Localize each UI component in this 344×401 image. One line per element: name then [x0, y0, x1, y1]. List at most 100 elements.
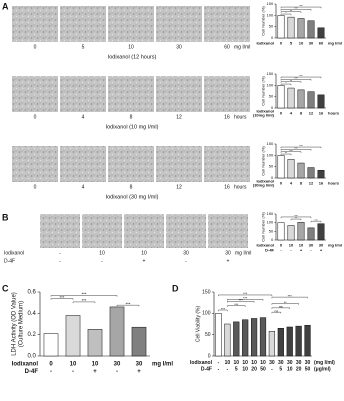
micrograph-label: 10	[141, 250, 147, 256]
micrograph	[156, 6, 202, 42]
micrograph-label: 10	[128, 44, 134, 50]
sig-bracket	[271, 311, 282, 314]
y-axis-label: Cell Number (%)	[260, 76, 265, 106]
panel-letter: D	[172, 283, 179, 293]
micrograph-caption: Iodixanol (30 mg I/ml)	[106, 194, 159, 200]
micrograph-label: -	[59, 250, 61, 256]
bar	[65, 315, 81, 357]
x-tick-label: 8	[300, 110, 303, 115]
x-tick-label: 0	[280, 110, 283, 115]
micrograph	[156, 76, 202, 112]
micrograph	[108, 76, 154, 112]
micrograph	[12, 76, 58, 112]
x-tick-label: 30	[296, 360, 302, 366]
sig-label: ***	[294, 214, 298, 218]
panel-letter: C	[2, 283, 9, 293]
micrograph-label: 16	[224, 114, 230, 120]
row-name: D-4F	[265, 247, 274, 252]
x-tick-label: -	[50, 369, 52, 375]
x-tick-label: 4	[290, 180, 293, 185]
y-axis-label: Cell Number (%)	[260, 146, 265, 176]
sig-bracket	[280, 79, 312, 81]
sig-bracket	[310, 220, 322, 223]
bar	[286, 326, 293, 357]
y-tick-label: 50	[269, 228, 274, 233]
unit-label: mg I/ml	[235, 250, 251, 256]
micrograph-label: +	[227, 258, 230, 264]
x-tick-label: -	[218, 366, 220, 372]
micrograph-label: -	[185, 258, 187, 264]
x-tick-label: 30	[309, 242, 314, 247]
unit-label: hours	[234, 114, 247, 120]
x-tick-label: -	[72, 369, 74, 375]
x-tick-label: 10	[233, 360, 239, 366]
sig-bracket	[280, 216, 312, 219]
unit-label: (mg I/ml)	[314, 360, 335, 366]
y-tick-label: 0.6	[27, 290, 36, 296]
x-tick-label: 30	[278, 360, 284, 366]
x-tick-label: 50	[260, 366, 266, 372]
bar	[224, 323, 231, 357]
x-tick-label: 5	[290, 40, 293, 45]
bar	[277, 15, 285, 39]
micrograph	[40, 214, 80, 248]
bar	[297, 18, 305, 39]
panel-letter: B	[2, 212, 9, 222]
y-tick-label: 0	[271, 175, 274, 180]
x-tick-label: 10	[70, 361, 77, 367]
micrograph-label: 4	[82, 184, 85, 190]
x-tick-label: 10	[289, 242, 294, 247]
y-tick-label: 100	[267, 152, 274, 157]
sig-bracket	[280, 151, 302, 153]
y-tick-label: 50	[269, 24, 274, 29]
x-tick-label: -	[280, 247, 282, 252]
x-tick-label: 30	[269, 360, 275, 366]
x-tick-label: 5	[279, 366, 282, 372]
bar	[250, 318, 258, 357]
x-tick-label: 10	[225, 360, 231, 366]
sig-label: ***	[299, 144, 303, 148]
y-tick-label: 150	[267, 141, 274, 146]
micrograph	[12, 146, 58, 182]
bar	[287, 16, 295, 39]
micrograph-label: 30	[225, 250, 231, 256]
bar	[307, 227, 315, 241]
bar	[242, 319, 249, 357]
x-tick-label: 16	[319, 110, 324, 115]
y-tick-label: 100	[267, 220, 274, 225]
y-tick-label: 150	[267, 71, 274, 76]
sig-label: ***	[82, 298, 87, 303]
unit-label: hours	[234, 184, 247, 190]
x-tick-label: +	[137, 369, 141, 375]
x-tick-label: 10	[242, 360, 248, 366]
micrograph	[208, 214, 248, 248]
sig-label: ***	[294, 76, 298, 80]
y-tick-label: 150	[202, 289, 211, 295]
bar	[87, 329, 103, 357]
sig-label: ***	[288, 294, 293, 298]
x-tick-label: +	[320, 247, 323, 252]
y-axis-label: Cell Viability (%)	[195, 306, 201, 343]
micrograph-label: -	[101, 258, 103, 264]
sig-bracket	[280, 9, 312, 11]
sig-bracket	[290, 218, 302, 221]
sig-bracket	[280, 11, 302, 13]
sig-label: **	[290, 79, 293, 83]
micrograph-label: 8	[130, 114, 133, 120]
x-tick-label: 30	[136, 361, 143, 367]
micrograph	[60, 146, 106, 182]
sig-label: ***	[60, 295, 65, 300]
sig-bracket	[271, 296, 308, 299]
unit-label: mg I/ml	[234, 44, 250, 50]
x-tick-label: 30	[305, 360, 311, 366]
micrograph-label: 10	[99, 250, 105, 256]
micrograph	[204, 146, 250, 182]
bar	[307, 20, 315, 39]
row-name: Iodixanol	[256, 40, 274, 45]
sig-bracket	[50, 298, 74, 300]
y-axis-label: Cell Number (%)	[260, 6, 265, 36]
x-tick-label: 10	[287, 366, 293, 372]
y-tick-label: 0	[208, 353, 211, 359]
micrograph-caption: Iodixanol (12 hours)	[108, 54, 157, 60]
